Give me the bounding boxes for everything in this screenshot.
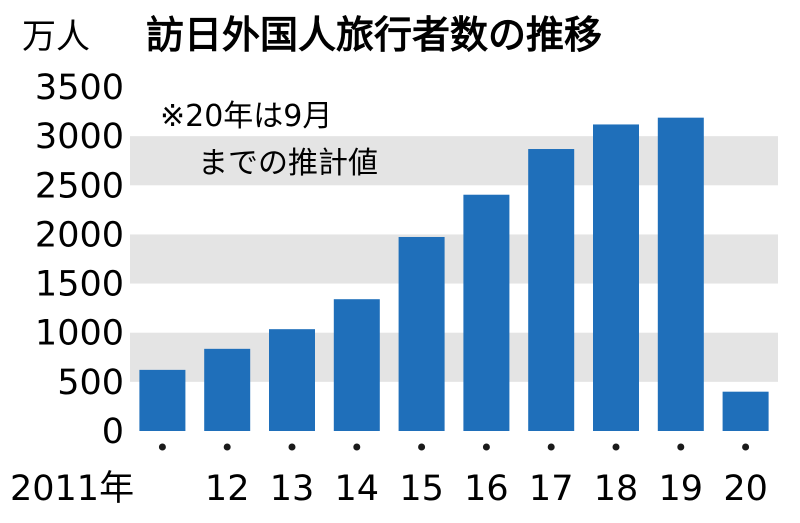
x-tick-dot [742, 443, 750, 451]
bar-9 [722, 391, 769, 431]
bar-2 [269, 329, 315, 431]
y-tick-label: 1000 [35, 314, 124, 354]
x-tick-label: 20 [723, 469, 768, 509]
x-tick-dot [612, 443, 620, 451]
x-tick-label: 2011年 [10, 469, 134, 509]
x-tick-label: 16 [464, 469, 509, 509]
x-tick-label: 12 [205, 469, 250, 509]
bar-6 [528, 149, 575, 431]
x-tick-dot [223, 443, 231, 451]
x-axis-dots [158, 443, 750, 451]
x-tick-dot [547, 443, 555, 451]
note-line-1: ※20年は9月 [160, 99, 332, 134]
bar-5 [463, 194, 510, 431]
y-axis-ticks: 0 500 1000 1500 2000 2500 3000 3500 [35, 68, 124, 452]
y-tick-label: 0 [102, 412, 124, 452]
bar-3 [333, 299, 380, 431]
y-tick-label: 2000 [35, 215, 124, 255]
x-tick-label: 15 [399, 469, 444, 509]
y-axis-unit-label: 万人 [22, 17, 90, 57]
x-axis-ticks: 2011年 12 13 14 15 16 17 18 19 20 [10, 469, 768, 509]
x-tick-label: 13 [270, 469, 315, 509]
bar-0 [139, 369, 186, 431]
chart-title: 訪日外国人旅行者数の推移 [146, 13, 602, 57]
x-tick-label: 18 [594, 469, 639, 509]
x-tick-label: 19 [659, 469, 704, 509]
x-tick-dot [482, 443, 490, 451]
bar-1 [204, 348, 251, 431]
x-tick-dot [418, 443, 426, 451]
x-tick-dot [288, 443, 296, 451]
y-tick-label: 3500 [35, 68, 124, 108]
bar-8 [657, 117, 704, 431]
bar-7 [593, 124, 639, 432]
x-tick-label: 14 [335, 469, 380, 509]
y-tick-label: 3000 [35, 117, 124, 157]
x-tick-dot [158, 443, 166, 451]
x-tick-label: 17 [529, 469, 574, 509]
y-tick-label: 500 [57, 363, 124, 403]
y-tick-label: 1500 [35, 265, 124, 305]
x-tick-dot [677, 443, 685, 451]
note-line-2: までの推計値 [198, 146, 378, 181]
x-tick-dot [353, 443, 361, 451]
bar-4 [398, 236, 445, 431]
bars [139, 117, 769, 432]
y-tick-label: 2500 [35, 166, 124, 206]
